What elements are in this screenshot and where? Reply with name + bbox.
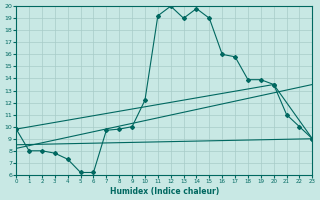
X-axis label: Humidex (Indice chaleur): Humidex (Indice chaleur) [110,187,219,196]
